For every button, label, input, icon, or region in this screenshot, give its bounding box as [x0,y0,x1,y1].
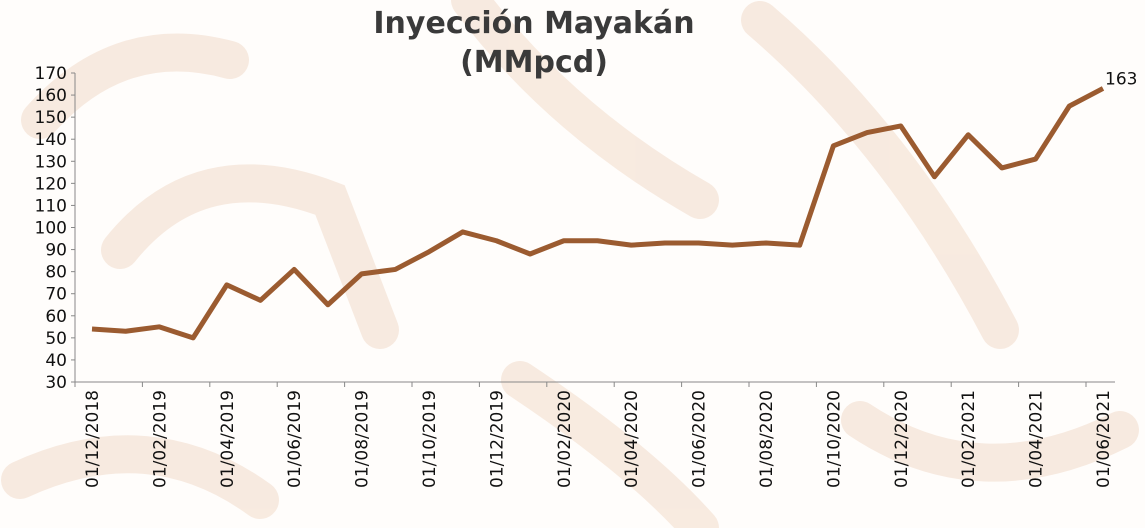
x-tick-label: 01/12/2018 [83,390,103,488]
y-tick-label: 170 [35,64,67,84]
x-tick-label: 01/04/2019 [218,390,238,488]
y-tick-label: 30 [45,373,67,393]
y-tick-label: 60 [45,307,67,327]
x-tick-label: 01/10/2020 [824,390,844,488]
chart: Inyección Mayakán (MMpcd) 30405060708090… [0,0,1145,528]
x-tick-label: 01/06/2020 [690,390,710,488]
x-tick-label: 01/02/2020 [555,390,575,488]
y-tick-label: 160 [35,86,67,106]
y-tick-label: 130 [35,152,67,172]
x-tick-label: 01/10/2019 [420,390,440,488]
y-tick-label: 100 [35,219,67,239]
y-tick-label: 80 [45,263,67,283]
x-tick-label: 01/02/2019 [150,390,170,488]
page: {"chart_data": {"type": "line", "title":… [0,0,1145,528]
y-tick-label: 40 [45,351,67,371]
y-tick-label: 140 [35,130,67,150]
x-tick-label: 01/04/2020 [622,390,642,488]
x-tick-label: 01/12/2020 [892,390,912,488]
chart-title: Inyección Mayakán [373,6,694,41]
x-tick-label: 01/08/2020 [757,390,777,488]
x-tick-label: 01/08/2019 [353,390,373,488]
x-tick-label: 01/12/2019 [487,390,507,488]
y-tick-label: 150 [35,108,67,128]
data-label: 163 [1105,69,1137,89]
y-tick-label: 70 [45,285,67,305]
y-tick-label: 90 [45,241,67,261]
x-tick-label: 01/06/2019 [285,390,305,488]
y-tick-label: 50 [45,329,67,349]
y-tick-label: 110 [35,196,67,216]
x-tick-label: 01/02/2021 [959,390,979,488]
x-tick-label: 01/06/2021 [1094,390,1114,488]
x-tick-label: 01/04/2021 [1027,390,1047,488]
y-tick-label: 120 [35,174,67,194]
chart-subtitle: (MMpcd) [460,45,608,80]
